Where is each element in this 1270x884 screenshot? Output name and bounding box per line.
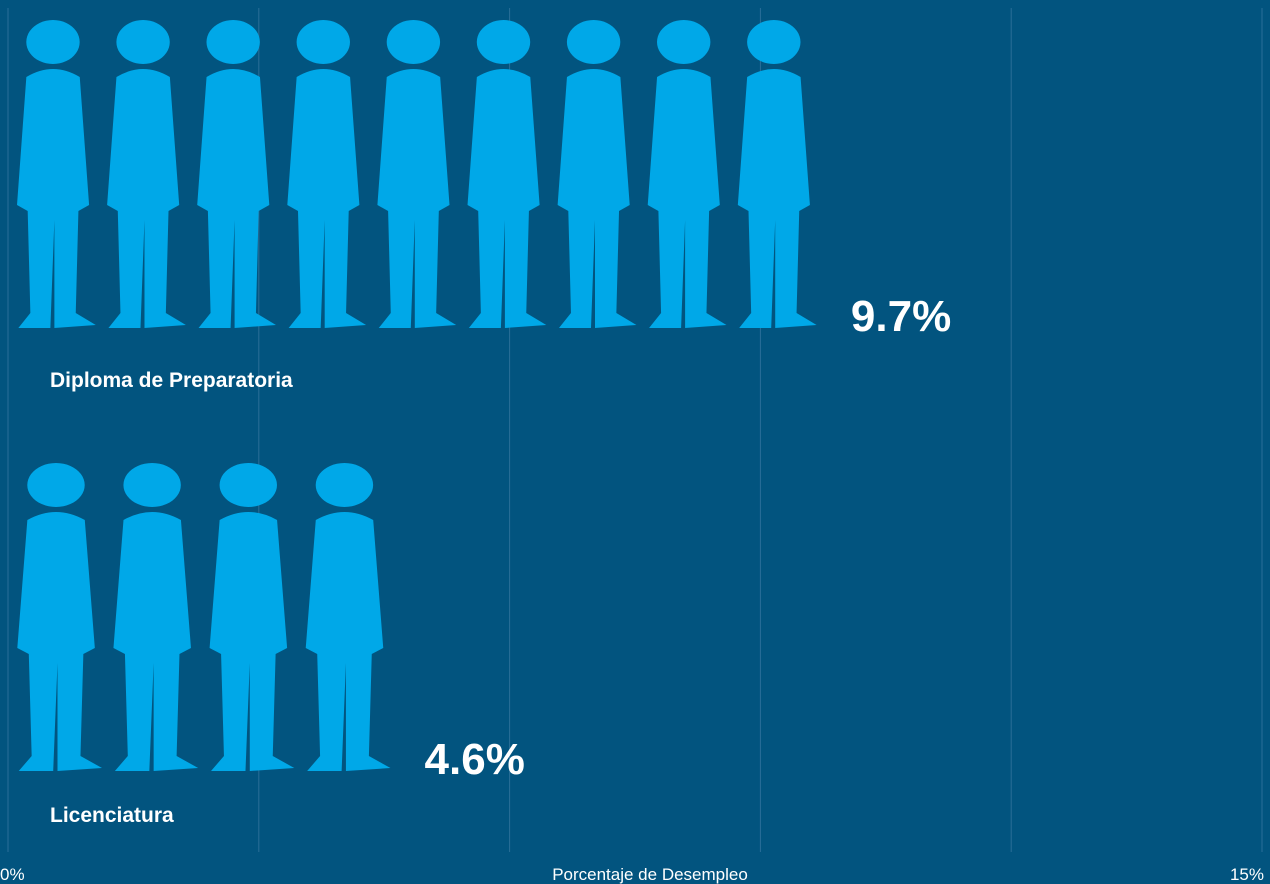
person-icon: [287, 20, 367, 328]
person-icon: [737, 20, 817, 328]
category-label: Diploma de Preparatoria: [50, 369, 293, 392]
person-icon: [377, 20, 457, 328]
person-icon: [305, 463, 391, 771]
value-label: 9.7%: [851, 292, 951, 341]
bar: [17, 463, 391, 771]
x-axis-label: Porcentaje de Desempleo: [552, 865, 748, 884]
x-tick-label: 0%: [0, 865, 25, 884]
person-icon: [557, 20, 637, 328]
value-label: 4.6%: [425, 735, 525, 784]
person-icon: [17, 20, 96, 328]
category-label: Licenciatura: [50, 804, 174, 827]
person-icon: [209, 463, 295, 771]
bar: [17, 20, 817, 328]
person-icon: [467, 20, 547, 328]
person-icon: [647, 20, 727, 328]
person-icon: [113, 463, 199, 771]
person-icon: [17, 463, 103, 771]
x-tick-label: 15%: [1230, 865, 1264, 884]
person-icon: [107, 20, 186, 328]
person-icon: [197, 20, 276, 328]
